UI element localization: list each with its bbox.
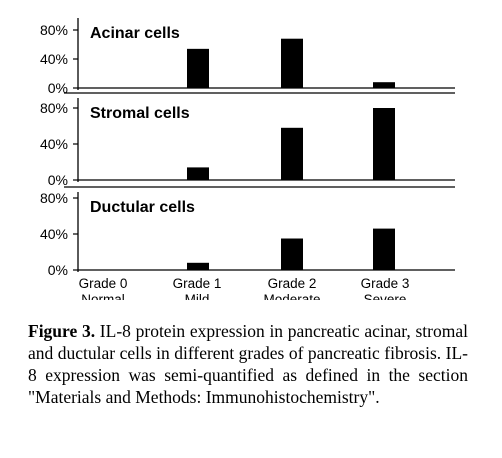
bar: [187, 48, 209, 88]
y-tick-label: 0%: [48, 262, 68, 278]
chart-figure: 0% 40% 80% Acinar cells 0% 40% 80% Stromal cell…: [40, 18, 455, 300]
y-tick-label: 80%: [40, 100, 68, 116]
caption-label: Figure 3.: [28, 321, 96, 341]
bar: [187, 167, 209, 180]
panel-title: Stromal cells: [90, 105, 190, 122]
x-category-sublabel: Moderate: [263, 292, 320, 300]
x-category-sublabel: Mild: [185, 292, 210, 300]
bar: [373, 228, 395, 270]
bar: [187, 262, 209, 270]
x-category-label: Grade 1: [173, 276, 222, 291]
panel-title: Acinar cells: [90, 25, 180, 42]
bar: [281, 38, 303, 88]
y-tick-label: 80%: [40, 22, 68, 38]
chart-panel: 0% 40% 80% Ductular cells: [40, 190, 455, 278]
y-tick-label: 40%: [40, 51, 68, 67]
bar: [281, 127, 303, 180]
y-tick-label: 0%: [48, 172, 68, 188]
bar: [373, 82, 395, 88]
y-tick-label: 0%: [48, 80, 68, 96]
bar: [281, 238, 303, 270]
bar: [373, 108, 395, 180]
y-tick-label: 40%: [40, 226, 68, 242]
y-tick-label: 80%: [40, 190, 68, 206]
x-category-label: Grade 3: [361, 276, 410, 291]
x-category-sublabel: Severe: [364, 292, 407, 300]
panel-title: Ductular cells: [90, 199, 195, 216]
chart-panel: 0% 40% 80% Stromal cells: [40, 98, 455, 188]
x-category-label: Grade 2: [268, 276, 317, 291]
chart-panel: 0% 40% 80% Acinar cells: [40, 18, 455, 96]
caption-text: IL-8 protein expression in pancreatic ac…: [28, 321, 468, 407]
x-category-sublabel: Normal: [81, 292, 125, 300]
figure-caption: Figure 3. IL-8 protein expression in pan…: [28, 320, 468, 408]
x-category-label: Grade 0: [79, 276, 128, 291]
y-tick-label: 40%: [40, 136, 68, 152]
